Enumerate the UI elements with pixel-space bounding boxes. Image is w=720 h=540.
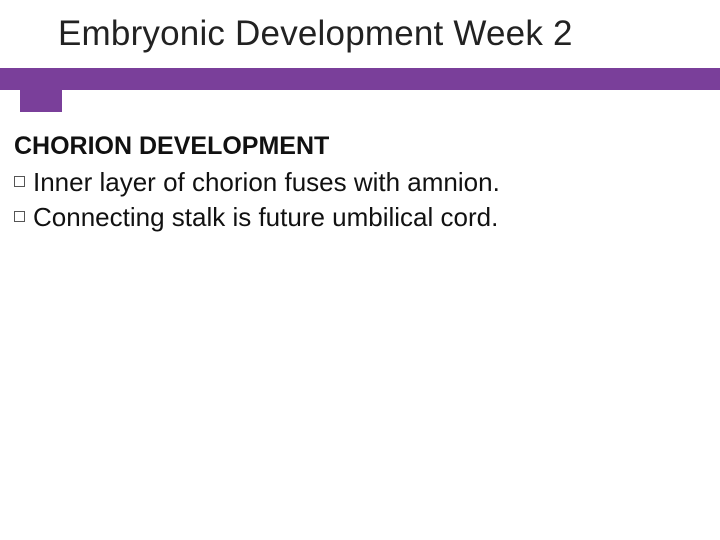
square-bullet-icon: [14, 211, 25, 222]
accent-square: [20, 70, 62, 112]
list-item: Inner layer of chorion fuses with amnion…: [14, 166, 500, 199]
bullet-list: Inner layer of chorion fuses with amnion…: [14, 166, 500, 235]
slide: Embryonic Development Week 2 CHORION DEV…: [0, 0, 720, 540]
bullet-text: Connecting stalk is future umbilical cor…: [33, 201, 498, 234]
square-bullet-icon: [14, 176, 25, 187]
accent-bar: [0, 68, 720, 90]
list-item: Connecting stalk is future umbilical cor…: [14, 201, 500, 234]
section-heading: CHORION DEVELOPMENT: [14, 132, 329, 161]
bullet-text: Inner layer of chorion fuses with amnion…: [33, 166, 500, 199]
slide-title: Embryonic Development Week 2: [58, 14, 573, 54]
